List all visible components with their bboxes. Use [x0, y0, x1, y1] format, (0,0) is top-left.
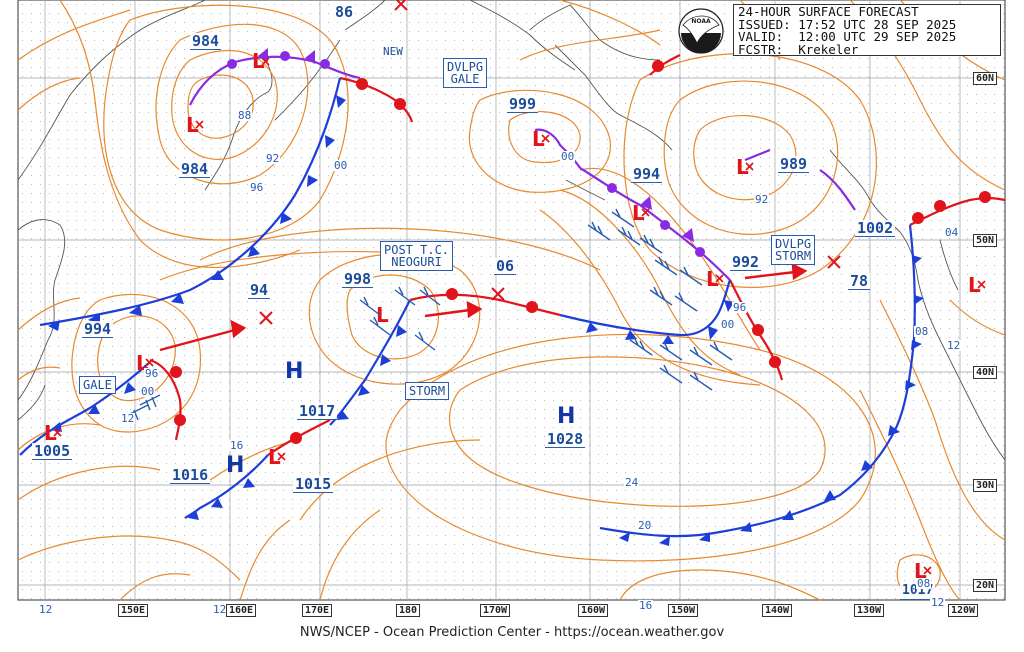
wind-barbs — [127, 208, 733, 421]
high-pressure-symbol: H — [226, 453, 245, 478]
svg-text:L: L — [186, 113, 199, 137]
isobar-label: 92 — [754, 193, 770, 206]
longitude-label: 170E — [302, 604, 333, 617]
warning-box-post-tc-neoguri: POST T.C. NEOGURI — [380, 241, 454, 271]
longitude-label: 160W — [578, 604, 609, 617]
pressure-label: 994 — [82, 320, 114, 338]
pressure-label: 994 — [631, 165, 663, 183]
cold-front — [19, 77, 916, 538]
isobar-label: 00 — [720, 318, 736, 331]
latitude-label: 30N — [973, 479, 998, 492]
isobar-label: 12 — [930, 596, 946, 609]
x-marks — [259, 0, 841, 325]
isobar-label: 96 — [732, 301, 748, 314]
svg-text:L: L — [252, 49, 265, 73]
forecast-header-box: 24-HOUR SURFACE FORECAST ISSUED: 17:52 U… — [733, 4, 1001, 56]
pressure-label: 1015 — [293, 475, 334, 493]
pressure-label: 984 — [190, 32, 222, 50]
svg-text:L: L — [968, 273, 981, 297]
isobar-label: 92 — [265, 152, 281, 165]
pressure-label: 86 — [333, 3, 356, 21]
cold-symbols — [48, 95, 924, 546]
isobar-label: 88 — [237, 109, 253, 122]
isobar-label: 16 — [229, 439, 245, 452]
header-issued: ISSUED: 17:52 UTC 28 SEP 2025 — [738, 16, 957, 32]
header-valid: VALID: 12:00 UTC 29 SEP 2025 — [738, 29, 957, 44]
high-pressure-symbol: H — [557, 404, 576, 429]
longitude-label: 130W — [854, 604, 885, 617]
pressure-label: 94 — [248, 281, 271, 299]
svg-text:L: L — [532, 127, 545, 151]
footer-credit: NWS/NCEP - Ocean Prediction Center - htt… — [299, 625, 725, 640]
movement-arrows — [159, 262, 808, 352]
pressure-label: 998 — [342, 270, 374, 288]
isobar-label: 96 — [144, 367, 160, 380]
svg-text:L: L — [736, 155, 749, 179]
noaa-logo: NOAA — [678, 8, 724, 54]
low-x-marks — [53, 57, 986, 575]
isobar-label: 12 — [946, 339, 962, 352]
isobar-label: 12 — [212, 603, 228, 616]
isobar-label: 00 — [140, 385, 156, 398]
longitude-label: 160E — [226, 604, 257, 617]
svg-text:L: L — [706, 267, 719, 291]
svg-text:L: L — [44, 421, 57, 445]
svg-text:NOAA: NOAA — [691, 18, 711, 25]
isobar-label: 20 — [637, 519, 653, 532]
isobar-label: 16 — [638, 599, 654, 612]
warning-label-new: NEW — [382, 45, 404, 58]
svg-text:L: L — [914, 559, 927, 583]
header-forecaster: FCSTR: Krekeler — [738, 41, 859, 57]
latitude-label: 60N — [973, 72, 998, 85]
pressure-label: 1017 — [297, 402, 338, 420]
low-symbols: LLL LLL LLL LLL — [44, 49, 981, 583]
isobar-label: 12 — [38, 603, 54, 616]
map-frame — [17, 0, 1006, 601]
isobar-label: 96 — [249, 181, 265, 194]
isobar-label: 00 — [560, 150, 576, 163]
isobar-label: 24 — [624, 476, 640, 489]
isobar-label: 08 — [914, 325, 930, 338]
pressure-label: 992 — [730, 253, 762, 271]
isobar-label: 08 — [916, 577, 932, 590]
longitude-label: 180 — [396, 604, 421, 617]
isobar-label: 04 — [944, 226, 960, 239]
svg-text:L: L — [632, 201, 645, 225]
pressure-label: 1028 — [545, 430, 586, 448]
warning-box-gale: GALE — [79, 376, 116, 394]
pressure-label: 1002 — [855, 219, 896, 237]
longitude-label: 150E — [118, 604, 149, 617]
warning-box-storm: STORM — [405, 382, 450, 400]
longitude-label: 120W — [948, 604, 979, 617]
warm-symbols — [170, 60, 991, 444]
svg-text:L: L — [376, 303, 389, 327]
header-title: 24-HOUR SURFACE FORECAST — [738, 4, 919, 19]
pressure-label: 984 — [179, 160, 211, 178]
longitude-label: 170W — [480, 604, 511, 617]
pressure-label: 78 — [848, 272, 871, 290]
occluded-symbols — [227, 48, 705, 257]
latitude-label: 20N — [973, 579, 998, 592]
pressure-label: 1016 — [170, 466, 211, 484]
coastline — [17, 0, 1006, 461]
warning-box-dvlpg-storm: DVLPG STORM — [771, 235, 816, 265]
latitude-label: 40N — [973, 366, 998, 379]
warning-box-dvlpg-gale: DVLPG GALE — [443, 58, 488, 88]
pressure-label: 1005 — [32, 442, 73, 460]
isobar-label: 12 — [120, 412, 136, 425]
pressure-label: 989 — [778, 155, 810, 173]
isobar-label: 00 — [333, 159, 349, 172]
longitude-label: 150W — [668, 604, 699, 617]
longitude-label: 140W — [762, 604, 793, 617]
pressure-label: 06 — [494, 257, 517, 275]
warm-front — [149, 54, 1006, 456]
high-pressure-symbol: H — [285, 359, 304, 384]
svg-text:L: L — [268, 445, 281, 469]
pressure-label: 999 — [507, 95, 539, 113]
latitude-label: 50N — [973, 234, 998, 247]
